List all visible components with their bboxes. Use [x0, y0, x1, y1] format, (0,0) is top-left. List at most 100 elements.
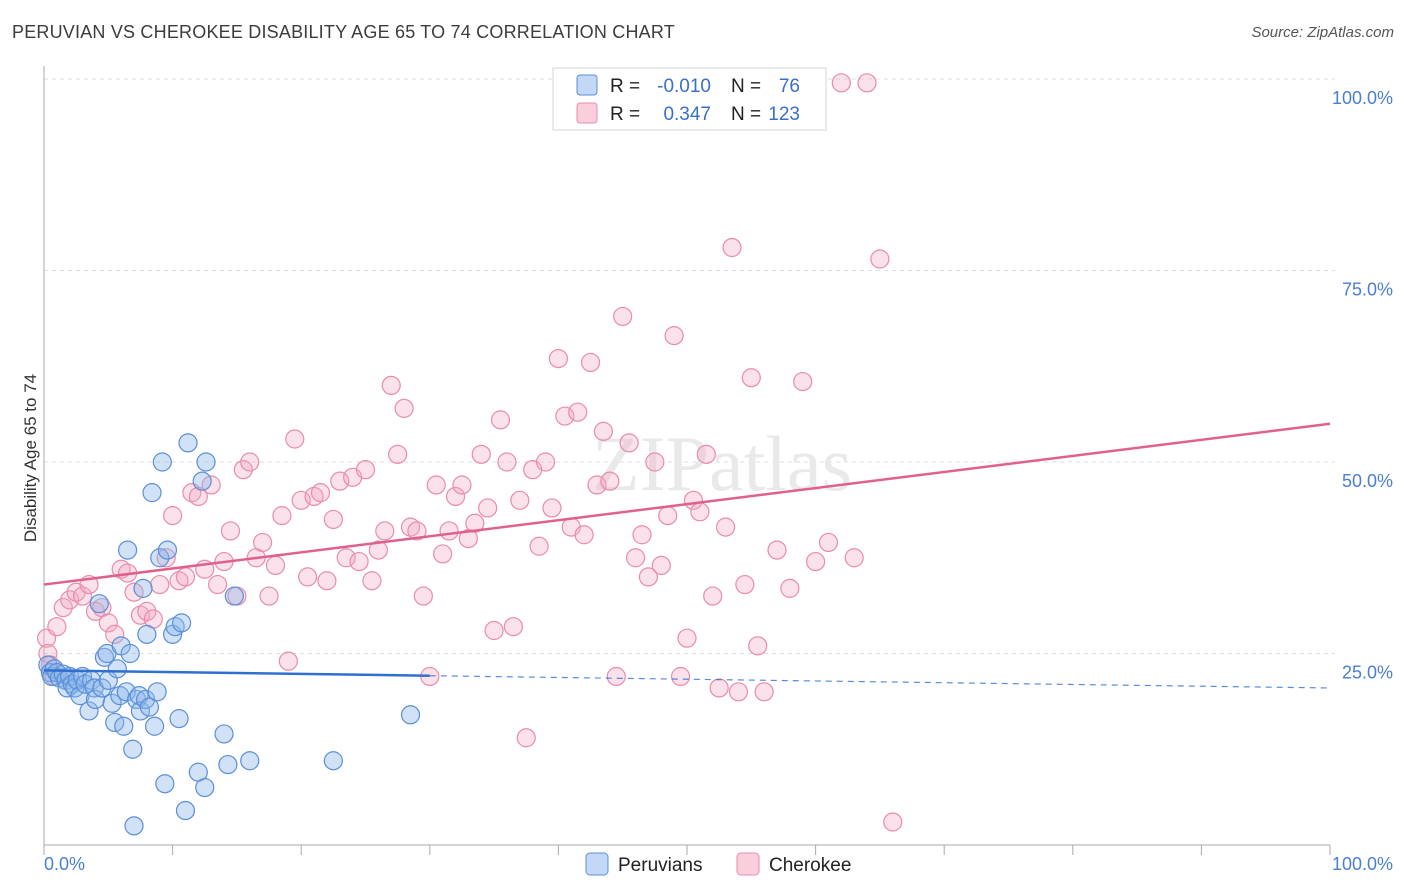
peruvians-trend-extension: [429, 675, 1331, 689]
bottom-legend-swatch-cherokee: [736, 852, 760, 876]
cherokee-point: [484, 620, 504, 641]
cherokee-point: [240, 452, 260, 472]
cherokee-point: [748, 636, 768, 656]
legend-r-label-peruvians: R =: [610, 76, 640, 97]
y-axis-label: Disability Age 65 to 74: [21, 374, 40, 542]
peruvians-point: [142, 483, 162, 503]
cherokee-point: [452, 475, 472, 495]
cherokee-point: [471, 444, 491, 464]
legend-r-label-cherokee: R =: [610, 104, 640, 125]
cherokee-point: [156, 548, 176, 568]
peruvians-point: [116, 682, 136, 702]
cherokee-point: [696, 444, 716, 464]
cherokee-point: [355, 460, 376, 480]
cherokee-point: [407, 521, 427, 541]
cherokee-point: [291, 490, 311, 510]
cherokee-point: [105, 624, 125, 644]
watermark: ZIPatlas: [592, 420, 852, 507]
legend-r-value-peruvians: -0.010: [657, 76, 711, 97]
peruvians-point: [169, 709, 189, 729]
cherokee-point: [690, 502, 710, 522]
cherokee-point: [735, 574, 755, 595]
cherokee-point: [728, 682, 749, 702]
peruvians-point: [157, 540, 178, 560]
series-cherokee: [36, 73, 903, 832]
peruvians-point: [147, 682, 167, 702]
cherokee-point: [587, 475, 607, 495]
cherokee-point: [445, 486, 466, 507]
peruvians-point: [144, 716, 165, 736]
x-tick-labels: 0.0% 100.0%: [44, 854, 1393, 874]
cherokee-point: [870, 249, 890, 269]
cherokee-point: [741, 368, 761, 388]
cherokee-point: [574, 525, 594, 545]
cherokee-point: [336, 548, 356, 568]
cherokee-point: [60, 590, 80, 610]
cherokee-point: [317, 571, 337, 591]
peruvians-point: [155, 774, 175, 794]
cherokee-point: [310, 483, 331, 503]
cherokee-point: [150, 574, 170, 595]
cherokee-point: [413, 586, 433, 606]
peruvians-point: [137, 624, 157, 644]
cherokee-point: [47, 617, 67, 637]
cherokee-point: [516, 728, 536, 748]
peruvians-point: [117, 540, 138, 560]
cherokee-point: [780, 578, 800, 598]
y-tick-label-25: 25.0%: [1342, 663, 1393, 683]
legend-box: [552, 67, 827, 131]
grid-lines: [44, 78, 1335, 654]
cherokee-point: [265, 555, 286, 576]
cherokee-point: [670, 666, 691, 687]
peruvians-point: [178, 433, 198, 453]
peruvians-point: [192, 471, 212, 491]
cherokee-point: [613, 306, 633, 327]
cherokee-point: [433, 544, 453, 564]
cherokee-point: [137, 601, 157, 621]
cherokee-point: [323, 509, 343, 530]
cherokee-point: [818, 532, 839, 553]
cherokee-point: [625, 548, 646, 568]
peruvians-point: [400, 705, 421, 725]
peruvians-point: [102, 693, 122, 713]
peruvians-point: [123, 739, 143, 759]
cherokee-point: [709, 678, 729, 698]
cherokee-point: [638, 567, 659, 587]
bottom-legend-label-peruvians: Peruvians: [618, 855, 703, 876]
legend-n-value-cherokee: 123: [768, 104, 800, 125]
cherokee-point: [844, 548, 864, 568]
peruvians-point: [175, 800, 196, 821]
cherokee-point: [503, 617, 523, 637]
cherokee-point: [72, 586, 93, 606]
peruvians-point: [172, 613, 192, 633]
peruvians-point: [214, 724, 234, 744]
peruvians-point: [224, 586, 244, 606]
peruvians-point: [139, 697, 160, 717]
cherokee-point: [677, 628, 697, 648]
legend-swatch-peruvians: [576, 74, 598, 96]
peruvians-point: [89, 594, 109, 614]
peruvians-point: [114, 716, 134, 736]
cherokee-point: [278, 651, 298, 671]
cherokee-point: [722, 237, 742, 258]
cherokee-point: [375, 521, 395, 541]
x-tick-label-100: 100.0%: [1332, 854, 1393, 874]
x-tick-label-0: 0.0%: [44, 854, 85, 874]
legend-n-label-cherokee: N =: [731, 104, 761, 125]
y-tick-label-50: 50.0%: [1342, 471, 1393, 491]
peruvians-point: [152, 452, 172, 472]
bottom-legend-label-cherokee: Cherokee: [769, 855, 851, 876]
cherokee-point: [330, 471, 350, 491]
cherokee-point: [253, 532, 273, 553]
cherokee-point: [285, 429, 305, 449]
cherokee-point: [497, 452, 517, 472]
cherokee-point: [793, 371, 813, 392]
cherokee-point: [831, 73, 851, 93]
cherokee-point: [651, 555, 671, 576]
cherokee-point: [175, 567, 196, 587]
peruvians-point: [196, 452, 216, 472]
cherokee-point: [259, 586, 279, 606]
trend-lines: [43, 422, 1331, 689]
legend-n-value-peruvians: 76: [779, 76, 800, 97]
